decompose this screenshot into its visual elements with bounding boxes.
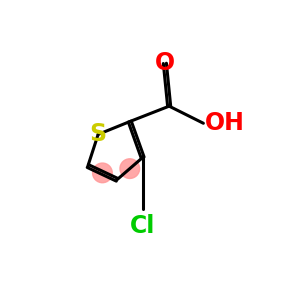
Text: O: O [155,51,175,75]
Text: OH: OH [205,111,245,135]
Circle shape [120,159,140,178]
Circle shape [93,163,112,183]
Text: S: S [90,122,107,146]
Text: Cl: Cl [130,214,155,238]
